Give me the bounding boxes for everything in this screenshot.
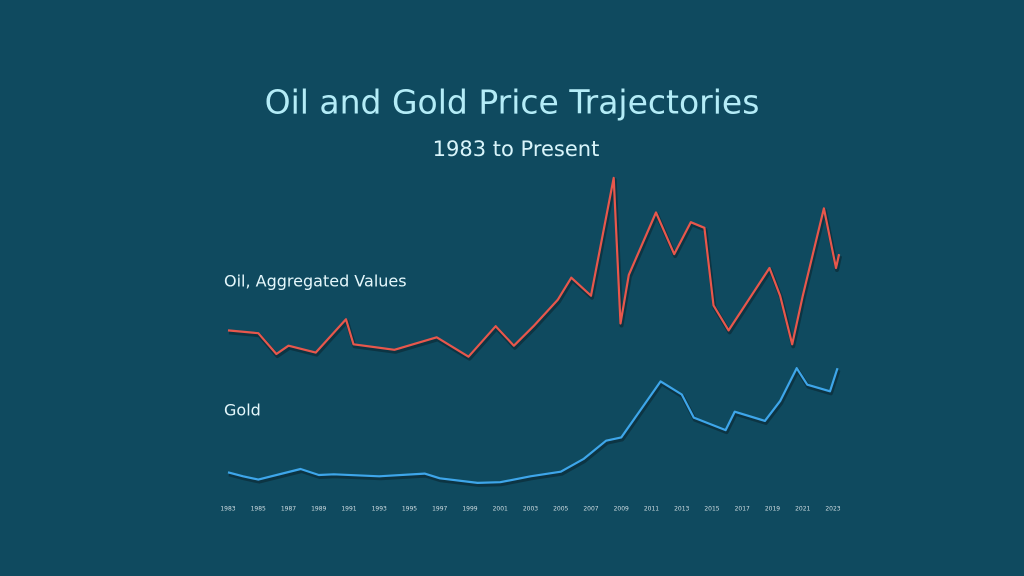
series-label: Oil, Aggregated Values bbox=[224, 272, 407, 291]
x-tick-label: 2001 bbox=[493, 506, 508, 513]
x-tick-label: 2009 bbox=[614, 506, 629, 513]
x-tick-label: 2023 bbox=[825, 506, 840, 513]
x-tick-label: 1985 bbox=[251, 506, 266, 513]
x-tick-label: 2015 bbox=[704, 506, 719, 513]
line bbox=[227, 367, 839, 484]
x-tick-label: 2011 bbox=[644, 506, 659, 513]
x-tick-label: 2017 bbox=[735, 506, 750, 513]
line-shadow bbox=[228, 368, 841, 487]
x-tick-label: 1993 bbox=[372, 506, 387, 513]
x-tick-label: 1987 bbox=[281, 506, 296, 513]
x-tick-label: 1995 bbox=[402, 506, 417, 513]
x-tick-label: 1991 bbox=[341, 506, 356, 513]
line bbox=[227, 176, 841, 358]
x-tick-label: 1997 bbox=[432, 506, 447, 513]
chart-title: Oil and Gold Price Trajectories bbox=[265, 83, 760, 122]
x-tick-label: 2003 bbox=[523, 506, 538, 513]
x-tick-label: 1989 bbox=[311, 506, 326, 513]
x-tick-label: 2013 bbox=[674, 506, 689, 513]
series-label: Gold bbox=[224, 401, 261, 420]
x-tick-label: 2007 bbox=[583, 506, 598, 513]
x-tick-label: 2005 bbox=[553, 506, 568, 513]
x-tick-label: 1983 bbox=[220, 506, 235, 513]
x-tick-label: 2021 bbox=[795, 506, 810, 513]
chart-subtitle: 1983 to Present bbox=[433, 137, 600, 161]
x-tick-label: 2019 bbox=[765, 506, 780, 513]
x-tick-label: 1999 bbox=[462, 506, 477, 513]
